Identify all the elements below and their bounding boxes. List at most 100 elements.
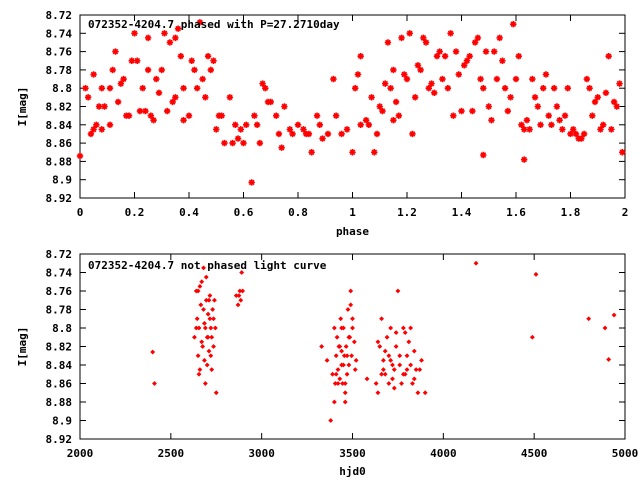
unphased-data-point — [324, 357, 330, 363]
unphased-data-point — [348, 302, 354, 308]
unphased-data-point — [411, 376, 417, 382]
unphased-data-point — [207, 316, 213, 322]
phased-data-point — [136, 107, 144, 115]
unphased-data-point — [340, 362, 346, 368]
unphased-data-point — [238, 297, 244, 303]
unphased-data-point — [328, 418, 334, 423]
unphased-data-point — [352, 367, 358, 373]
phased-data-point — [450, 112, 457, 119]
phased-data-point — [106, 121, 114, 128]
phased-data-point — [357, 121, 364, 128]
phased-data-point — [496, 34, 503, 42]
phased-data-point — [548, 121, 555, 128]
unphased-y-tick-label: 8.86 — [46, 378, 73, 391]
phased-data-point — [93, 121, 100, 128]
phased-data-point — [447, 30, 454, 37]
unphased-data-point — [337, 376, 343, 382]
unphased-data-point — [202, 357, 207, 363]
phased-data-point — [357, 52, 364, 60]
unphased-data-point — [411, 348, 417, 354]
unphased-data-point — [213, 390, 219, 396]
phased-data-point — [294, 121, 302, 128]
phased-data-point — [153, 75, 160, 83]
phased-data-point — [259, 80, 266, 87]
phased-data-point — [147, 112, 155, 119]
phased-data-point — [567, 130, 574, 138]
phased-data-point — [286, 126, 294, 133]
phased-data-point — [365, 121, 373, 128]
unphased-data-point — [212, 325, 218, 331]
unphased-data-point — [399, 381, 404, 386]
phased-data-point — [166, 39, 174, 46]
phased-x-axis-label: phase — [336, 225, 369, 238]
phased-data-point — [482, 48, 490, 55]
unphased-data-point — [382, 348, 388, 354]
unphased-data-point — [408, 362, 414, 368]
unphased-plot-title: 072352-4204.7 not phased light curve — [88, 259, 327, 272]
phased-data-point — [441, 52, 449, 60]
phased-data-point — [605, 52, 612, 60]
phased-data-point — [300, 126, 307, 133]
phased-data-point — [76, 152, 84, 160]
unphased-data-point — [319, 344, 325, 349]
unphased-data-point — [192, 334, 197, 340]
phased-data-point — [406, 30, 413, 37]
phased-data-point — [226, 94, 234, 101]
phased-data-point — [550, 85, 558, 92]
phased-data-point — [164, 107, 171, 115]
phased-data-point — [591, 98, 599, 106]
phased-data-point — [390, 117, 397, 124]
phased-data-point — [112, 48, 119, 55]
phased-data-point — [420, 34, 427, 42]
phased-y-tick-label: 8.86 — [46, 137, 73, 150]
phased-x-tick-label: 0.2 — [125, 206, 145, 219]
unphased-data-point — [473, 260, 479, 266]
unphased-data-point — [350, 325, 355, 331]
phased-data-point — [218, 112, 225, 119]
phased-data-point — [515, 52, 522, 60]
phased-data-point — [139, 85, 146, 92]
phased-data-point — [485, 103, 492, 110]
unphased-data-point — [342, 381, 348, 386]
phased-data-point — [561, 112, 569, 119]
phased-data-point — [537, 121, 544, 128]
phased-data-point — [193, 85, 201, 92]
unphased-data-point — [209, 334, 215, 340]
phased-data-point — [439, 75, 446, 83]
unphased-data-point — [422, 390, 428, 396]
unphased-data-point — [194, 316, 200, 322]
unphased-data-point — [611, 312, 617, 318]
unphased-data-point — [206, 297, 212, 303]
phased-data-point — [392, 98, 400, 106]
unphased-data-point — [344, 371, 350, 377]
phased-data-point — [281, 103, 288, 110]
phased-data-point — [602, 89, 610, 96]
phased-data-point — [436, 48, 443, 55]
phased-y-tick-label: 8.72 — [46, 9, 73, 22]
phased-data-point — [251, 112, 258, 119]
unphased-data-point — [193, 325, 199, 331]
phased-data-point — [338, 130, 345, 138]
phased-data-point — [425, 85, 432, 92]
phased-data-point — [177, 52, 185, 60]
unphased-y-tick-label: 8.78 — [46, 304, 73, 317]
phased-y-tick-label: 8.88 — [46, 155, 73, 168]
unphased-data-point — [150, 349, 156, 355]
unphased-data-point — [208, 325, 214, 331]
unphased-data-point — [375, 339, 381, 345]
unphased-x-tick-label: 3500 — [339, 447, 366, 460]
phased-data-point — [504, 107, 512, 115]
unphased-data-point — [386, 353, 392, 359]
unphased-data-point — [379, 371, 384, 377]
phased-data-point — [256, 139, 264, 147]
unphased-data-point — [209, 367, 215, 373]
phased-data-point — [134, 57, 141, 64]
phased-data-point — [613, 103, 621, 110]
phased-data-point — [98, 126, 105, 133]
phased-data-point — [583, 75, 591, 83]
phased-data-point — [188, 57, 195, 64]
phased-light-curve-plot: 8.72 8.74 8.76 8.78 8.8 8.82 8.84 8.86 8.88 8.9 8.… — [16, 9, 628, 238]
unphased-data-point — [375, 390, 381, 396]
unphased-data-point — [197, 367, 203, 373]
unphased-data-point — [400, 371, 406, 377]
